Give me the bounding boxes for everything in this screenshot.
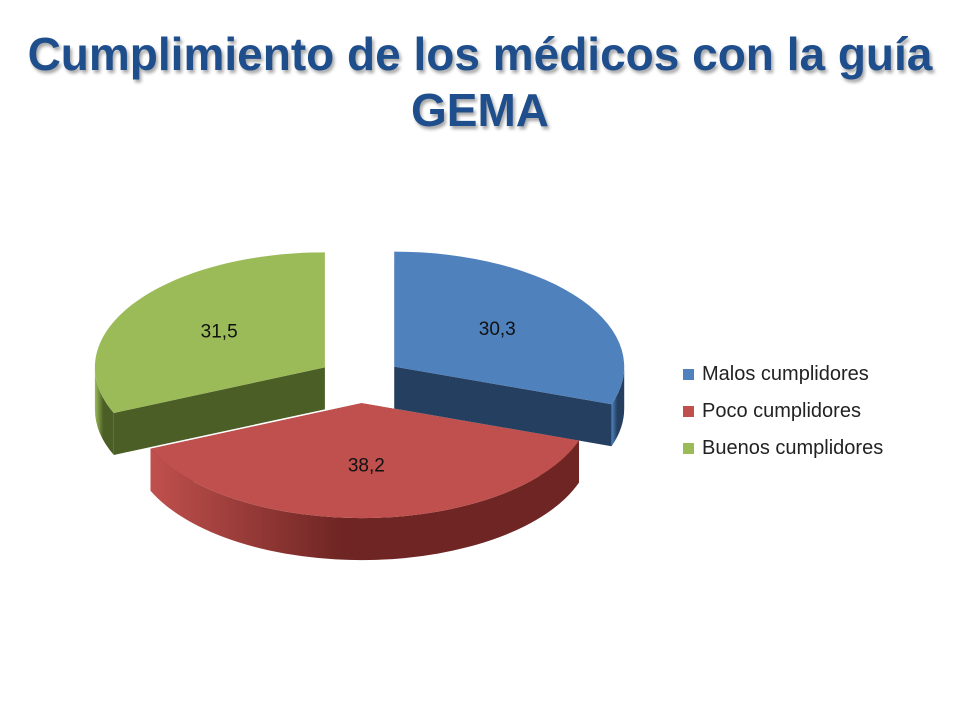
data-label-buenos: 31,5 (201, 322, 238, 343)
slice-poco-top (150, 403, 579, 519)
legend-label-poco: Poco cumplidores (702, 400, 861, 422)
slice-buenos-top (94, 252, 325, 413)
data-label-poco: 38,2 (348, 455, 385, 476)
legend-item-malos: Malos cumplidores (683, 356, 883, 393)
legend-swatch-malos (683, 369, 694, 380)
slice-buenos-side-0 (94, 367, 114, 455)
slice-buenos-wall-0 (113, 367, 325, 455)
slice-poco-side-0 (150, 440, 579, 561)
slice-poco: 38,2 (150, 403, 579, 561)
slice-buenos: 31,5 (94, 252, 325, 455)
slice-malos-top (394, 251, 625, 405)
legend-item-poco: Poco cumplidores (683, 393, 883, 430)
legend-item-buenos: Buenos cumplidores (683, 430, 883, 467)
slice-malos-wall-1 (394, 366, 612, 447)
legend-swatch-buenos (683, 443, 694, 454)
chart-title: Cumplimiento de los médicos con la guía … (27, 28, 933, 136)
chart-legend: Malos cumplidores Poco cumplidores Bueno… (683, 356, 883, 467)
slice-malos-side-0 (611, 366, 625, 447)
slice-malos: 30,3 (394, 251, 625, 447)
legend-swatch-poco (683, 406, 694, 417)
legend-label-buenos: Buenos cumplidores (702, 437, 884, 459)
data-label-malos: 30,3 (479, 319, 516, 340)
legend-label-malos: Malos cumplidores (702, 363, 869, 385)
